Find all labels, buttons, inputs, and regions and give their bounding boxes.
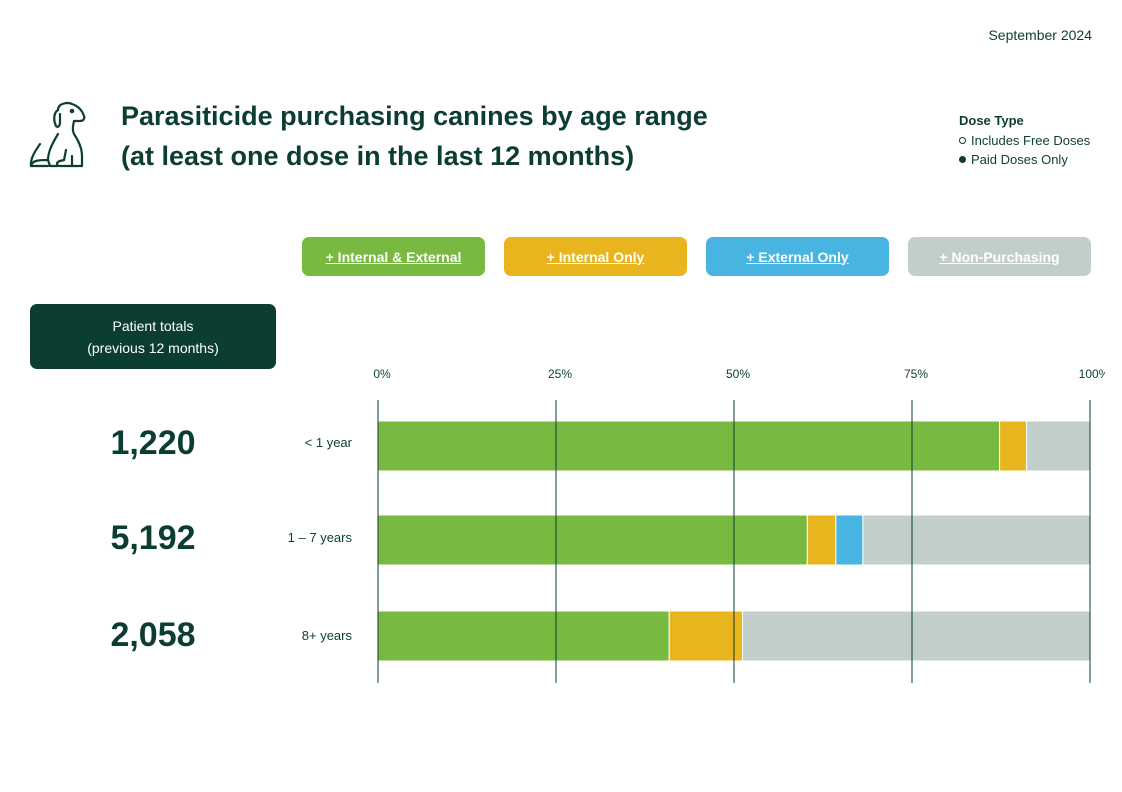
bar-segment-2-1 [668,610,744,662]
age-label-1-7: 1 – 7 years [287,530,352,545]
title-line-1: Parasiticide purchasing canines by age r… [121,101,708,131]
x-tick-label-3: 75% [904,367,928,381]
title-line-2: (at least one dose in the last 12 months… [121,141,635,171]
bar-segment-0-1 [999,420,1028,472]
bar-segment-1-0 [377,514,808,566]
bar-segment-1-1 [806,514,837,566]
filter-external-only-button[interactable]: + External Only [706,237,889,276]
x-tick-label-2: 50% [726,367,750,381]
series-filter-bar: + Internal & External + Internal Only + … [302,237,1091,276]
patient-totals-header: Patient totals (previous 12 months) [30,304,276,369]
x-tick-label-0: 0% [373,367,391,381]
x-tick-label-1: 25% [548,367,572,381]
patient-total-1-7: 5,192 [110,519,196,557]
patient-total-8-plus: 2,058 [110,616,196,654]
radio-selected-icon[interactable] [959,156,966,163]
report-date: September 2024 [988,27,1092,43]
stacked-bar-chart: 0% 25% 50% 75% 100% [373,367,1105,683]
bar-segment-1-2 [835,514,864,566]
filter-internal-external-button[interactable]: + Internal & External [302,237,485,276]
radio-unselected-icon[interactable] [959,137,966,144]
dose-option-paid[interactable]: Paid Doses Only [959,152,1090,167]
dose-option-paid-label: Paid Doses Only [971,152,1068,167]
dose-option-free[interactable]: Includes Free Doses [959,133,1090,148]
age-label-8-plus: 8+ years [301,628,352,643]
patient-total-under-1: 1,220 [110,424,196,462]
bar-segment-2-3 [742,610,1091,662]
x-tick-label-4: 100% [1079,367,1105,381]
patient-totals-title: Patient totals [112,317,194,334]
page-title: Parasiticide purchasing canines by age r… [121,96,708,176]
age-label-under-1: < 1 year [304,435,352,450]
dose-type-heading: Dose Type [959,113,1024,128]
filter-non-purchasing-button[interactable]: + Non-Purchasing [908,237,1091,276]
bar-segment-1-3 [862,514,1091,566]
dose-option-free-label: Includes Free Doses [971,133,1091,148]
bar-segment-0-0 [377,420,1001,472]
bar-segment-2-0 [377,610,670,662]
dose-type-selector: Dose Type Includes Free Doses Paid Doses… [959,113,1090,171]
patient-totals-subtitle: (previous 12 months) [87,339,219,356]
filter-internal-only-button[interactable]: + Internal Only [504,237,687,276]
dog-icon [29,102,86,168]
bar-segment-0-3 [1026,420,1091,472]
